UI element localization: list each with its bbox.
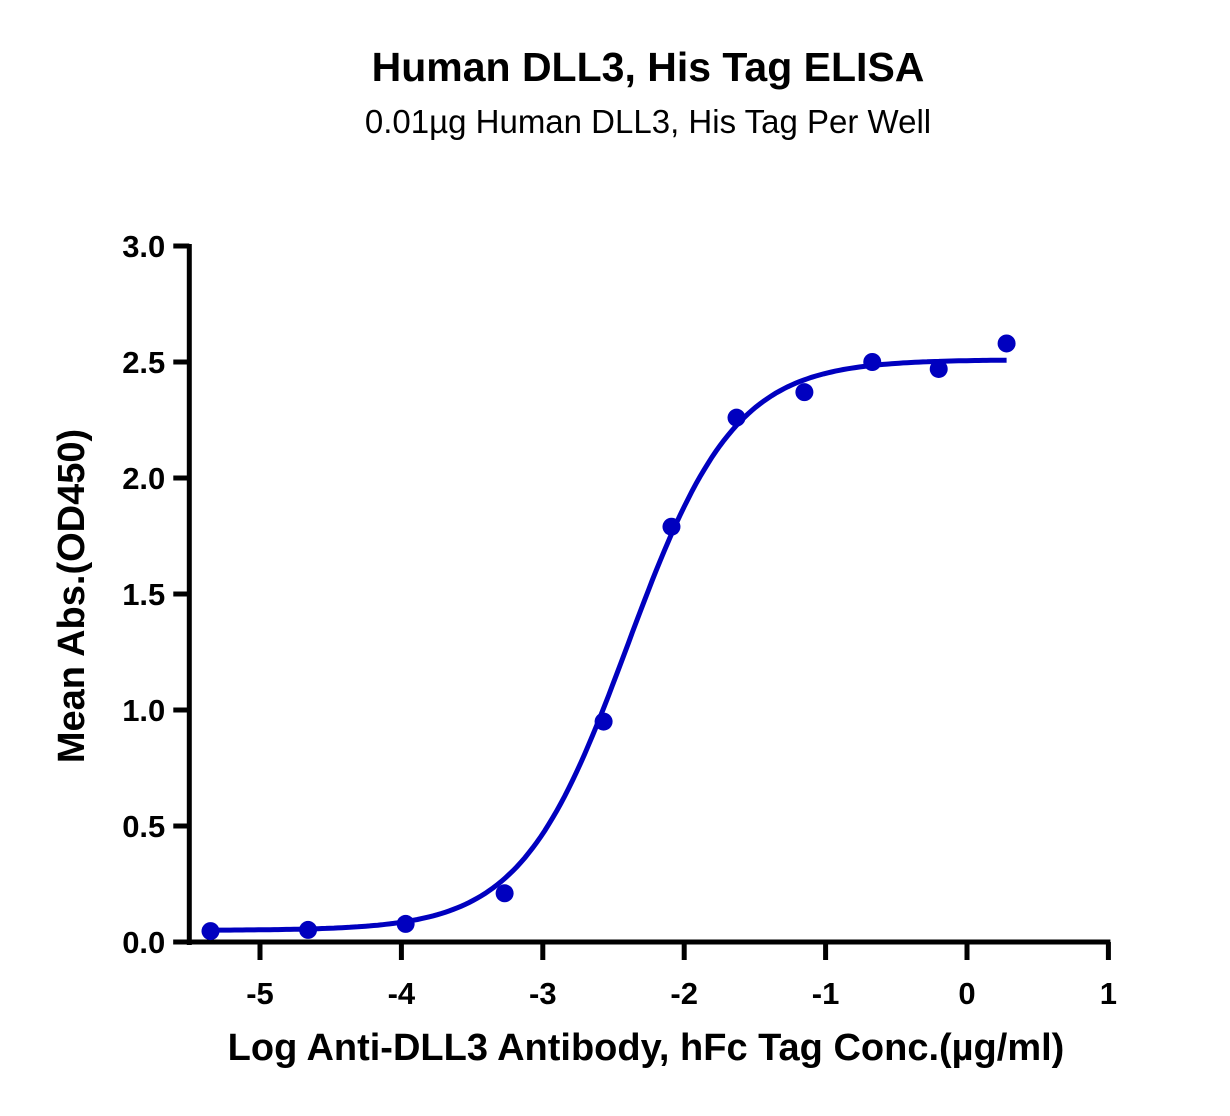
data-point — [201, 922, 220, 941]
y-tick-label: 3.0 — [122, 229, 165, 264]
x-tick-label: -5 — [246, 976, 274, 1011]
data-point — [396, 914, 415, 933]
data-point — [594, 712, 613, 731]
y-tick-label: 0.0 — [122, 925, 165, 960]
x-tick-label: -4 — [388, 976, 416, 1011]
data-point — [495, 884, 514, 903]
data-point — [662, 517, 681, 536]
x-tick-label: 1 — [1100, 976, 1117, 1011]
chart-subtitle: 0.01µg Human DLL3, His Tag Per Well — [364, 103, 932, 140]
data-point — [727, 408, 746, 427]
data-point — [997, 334, 1016, 353]
data-points — [201, 334, 1016, 941]
x-tick-label: 0 — [958, 976, 975, 1011]
x-tick-label: -2 — [670, 976, 698, 1011]
sigmoid-fit-line — [210, 357, 1007, 933]
chart-title: Human DLL3, His Tag ELISA — [371, 44, 925, 90]
data-point — [863, 353, 882, 371]
x-tick-label: -3 — [529, 976, 557, 1011]
y-tick-label: 0.5 — [122, 809, 165, 844]
x-axis-title: Log Anti-DLL3 Antibody, hFc Tag Conc.(µg… — [228, 1027, 1065, 1069]
data-point — [299, 920, 318, 939]
y-tick-label: 1.5 — [122, 577, 165, 612]
axes: 0.0 0.5 1.0 1.5 2.0 2.5 3.0 -5 -4 -3 -2 -1 0 1 — [122, 229, 1117, 1011]
y-tick-label: 2.0 — [122, 461, 165, 496]
fit-curve — [210, 357, 1007, 933]
data-point — [929, 359, 948, 378]
x-tick-label: -1 — [812, 976, 840, 1011]
y-tick-label: 2.5 — [122, 345, 165, 380]
data-point — [795, 383, 814, 402]
y-tick-label: 1.0 — [122, 693, 165, 728]
y-axis-title: Mean Abs.(OD450) — [51, 429, 93, 763]
